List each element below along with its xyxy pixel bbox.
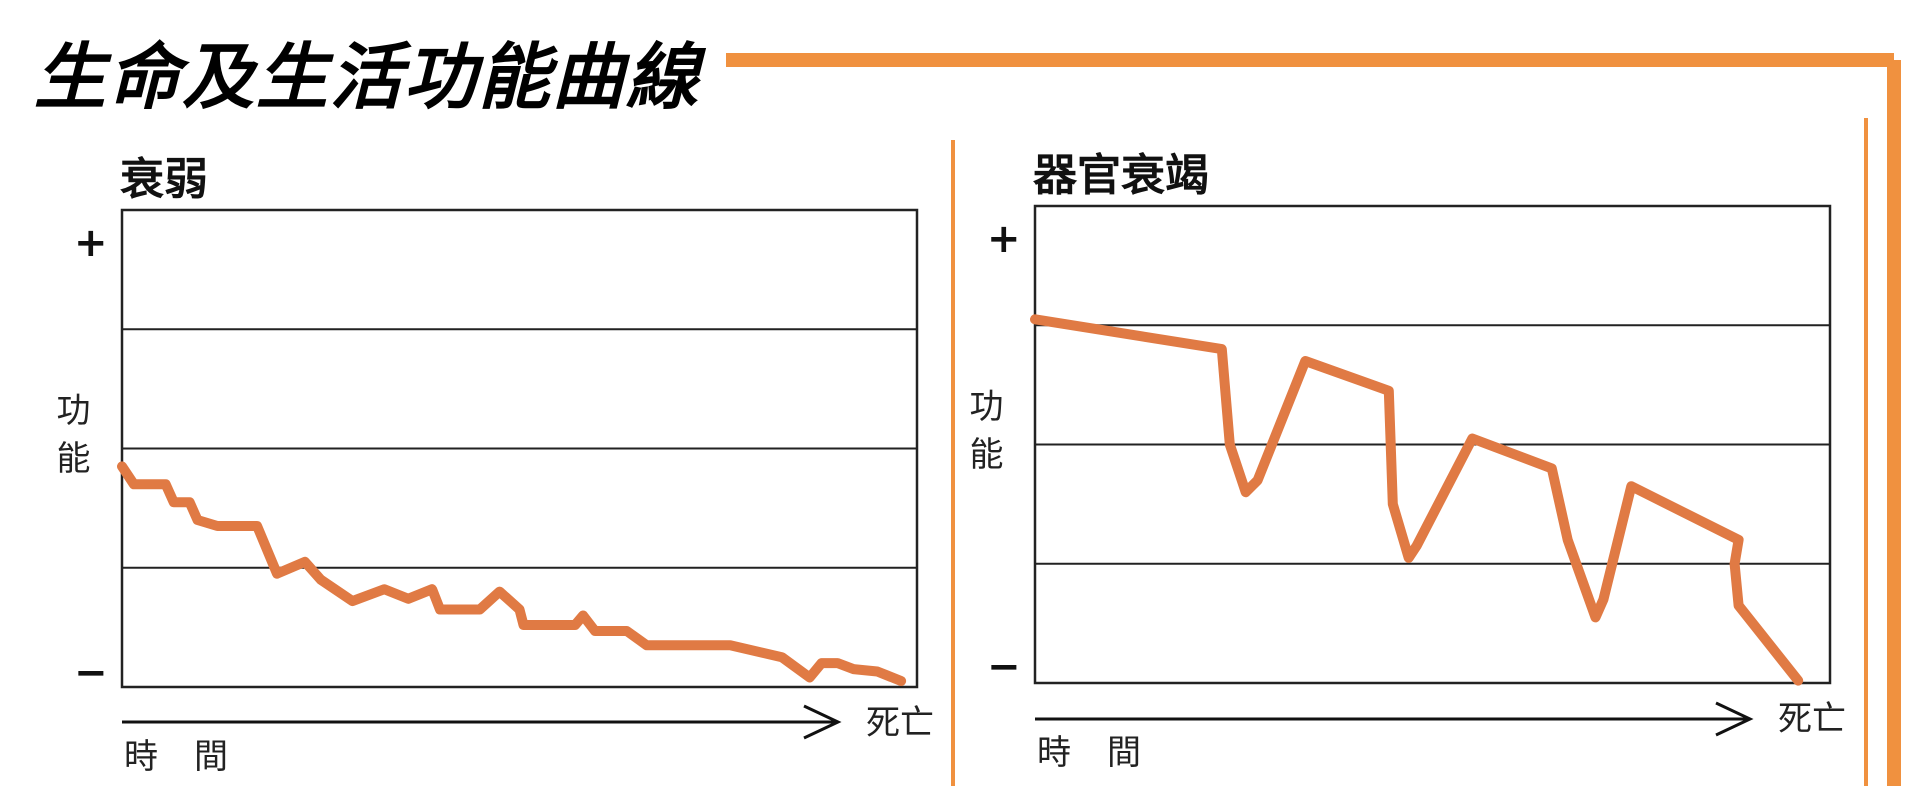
y-axis-label: 功能 (50, 392, 90, 488)
time-arrow-head (1715, 701, 1754, 737)
series-line (117, 461, 907, 686)
y-min-label: − (74, 650, 108, 696)
death-label: 死亡 (1778, 699, 1846, 739)
y-min-label: − (987, 644, 1021, 690)
gridlines (1035, 324, 1830, 565)
gridlines (122, 328, 917, 569)
time-label: 時間 (1037, 733, 1177, 773)
decorative-frame (726, 53, 1901, 786)
y-max-label: + (987, 216, 1021, 262)
chart-title: 衰弱 (120, 154, 208, 205)
time-arrow-head (803, 704, 842, 740)
series-line (1030, 314, 1804, 686)
chart-title: 器官衰竭 (1033, 150, 1209, 201)
death-label: 死亡 (866, 703, 934, 743)
chart-frailty: 衰弱 + − 功能 死亡 時間 (50, 154, 934, 777)
time-label: 時間 (124, 737, 264, 777)
y-axis-label: 功能 (963, 388, 1003, 484)
y-max-label: + (74, 220, 108, 266)
page-title: 生命及生活功能曲線 (34, 34, 701, 119)
chart-organ-failure: 器官衰竭 + − 功能 死亡 時間 (963, 150, 1846, 773)
